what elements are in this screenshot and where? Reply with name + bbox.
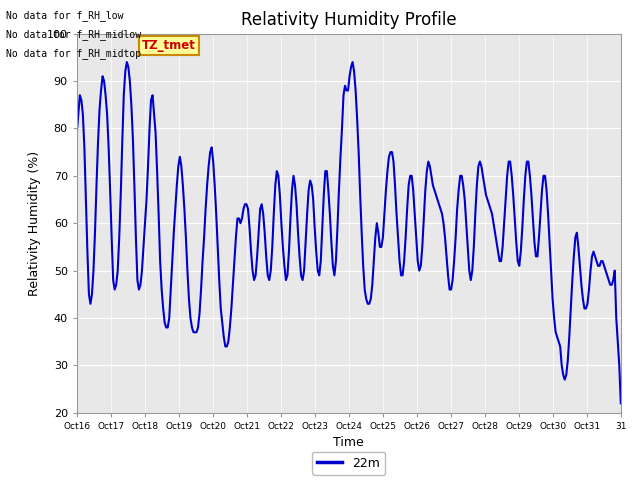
Y-axis label: Relativity Humidity (%): Relativity Humidity (%) bbox=[28, 151, 41, 296]
Text: No data for f_RH_midtop: No data for f_RH_midtop bbox=[6, 48, 141, 59]
Title: Relativity Humidity Profile: Relativity Humidity Profile bbox=[241, 11, 456, 29]
Text: TZ_tmet: TZ_tmet bbox=[142, 39, 196, 52]
Legend: 22m: 22m bbox=[312, 452, 385, 475]
Text: No data for f_RH_midlow: No data for f_RH_midlow bbox=[6, 29, 141, 40]
Text: No data for f_RH_low: No data for f_RH_low bbox=[6, 10, 124, 21]
X-axis label: Time: Time bbox=[333, 436, 364, 449]
